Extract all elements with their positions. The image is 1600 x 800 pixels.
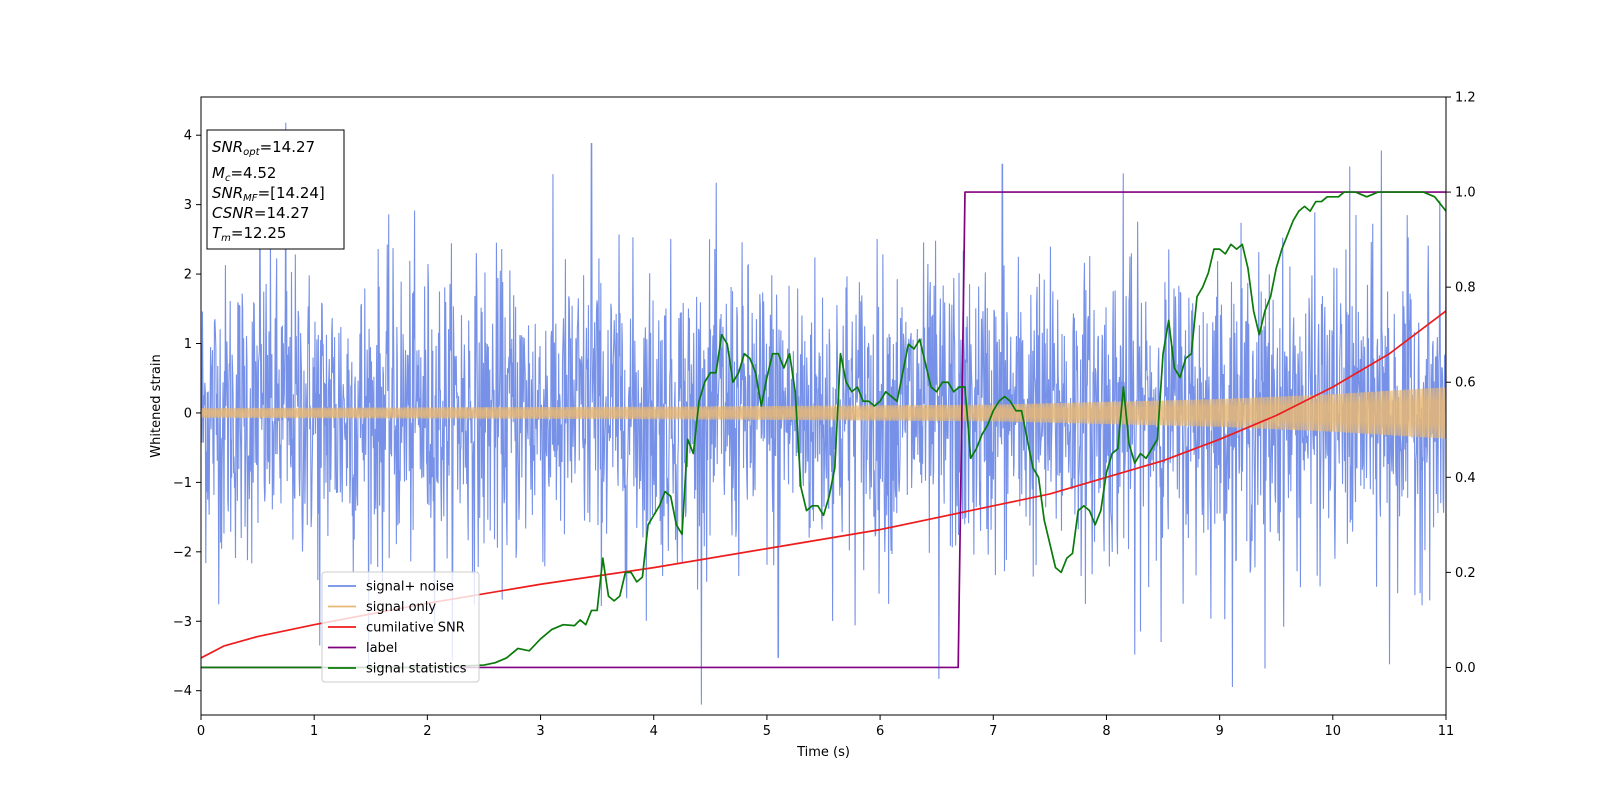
y-tick-label: 1 (184, 337, 192, 352)
x-tick-label: 5 (763, 724, 771, 739)
x-tick-label: 8 (1102, 724, 1110, 739)
series-layer (201, 122, 1446, 705)
info-csnr: CSNR=14.27 (212, 204, 309, 222)
legend: signal+ noise signal only cumilative SNR la… (321, 571, 480, 683)
y-tick-label: −4 (173, 684, 192, 699)
info-mc: Mc=4.52 (212, 164, 276, 184)
y-axis-label: Whitened strain (149, 354, 164, 457)
x-tick-label: 11 (1438, 724, 1455, 739)
y-axis-right: 1.2 1.0 0.8 0.6 0.4 0.2 0.0 (1446, 91, 1476, 676)
y2-tick-label: 0.0 (1455, 661, 1476, 676)
x-tick-label: 10 (1325, 724, 1342, 739)
legend-label: signal statistics (366, 662, 467, 677)
y2-tick-label: 0.4 (1455, 471, 1476, 486)
info-snr-opt-value: =14.27 (260, 138, 316, 156)
info-box: SNRopt=14.27 Mc=4.52 SNRMF=[14.24] CSNR=… (206, 129, 345, 250)
series-line-signal-only (201, 387, 1446, 439)
x-tick-label: 6 (876, 724, 884, 739)
info-mc-value: =4.52 (230, 164, 276, 182)
x-tick-label: 1 (310, 724, 318, 739)
info-snr-opt-name: SNR (212, 138, 243, 156)
y2-tick-label: 1.2 (1455, 91, 1476, 106)
info-tm: Tm=12.25 (212, 224, 286, 244)
series-line-signal-noise (201, 122, 1446, 705)
x-axis-label: Time (s) (796, 745, 850, 760)
y2-tick-label: 0.6 (1455, 376, 1476, 391)
y-axis-left: 4 3 2 1 0 −1 −2 −3 −4 (173, 129, 201, 699)
y-tick-label: −1 (173, 476, 192, 491)
y2-tick-label: 1.0 (1455, 186, 1476, 201)
x-tick-label: 2 (423, 724, 431, 739)
info-snr-opt: SNRopt=14.27 (212, 138, 315, 158)
info-mc-sub: c (225, 173, 231, 184)
x-tick-label: 7 (989, 724, 997, 739)
info-snr-mf-sub: MF (243, 193, 258, 204)
x-tick-label: 3 (536, 724, 544, 739)
info-csnr-name: CSNR (212, 204, 254, 222)
y-tick-label: 4 (184, 129, 192, 144)
info-snr-mf: SNRMF=[14.24] (212, 184, 325, 204)
y-tick-label: 3 (184, 198, 192, 213)
info-mc-name: M (212, 164, 225, 182)
y-tick-label: 2 (184, 268, 192, 283)
plot-frame (200, 96, 1447, 716)
info-snr-mf-value: =[14.24] (258, 184, 325, 202)
legend-label: signal only (366, 600, 436, 615)
series-line-cumilative-snr (201, 310, 1446, 659)
info-snr-mf-name: SNR (212, 184, 243, 202)
info-tm-sub: m (221, 233, 231, 244)
info-csnr-value: =14.27 (254, 204, 310, 222)
series-line-label (201, 191, 1446, 669)
x-tick-label: 9 (1215, 724, 1223, 739)
x-axis: 0 1 2 3 4 5 6 7 8 9 10 11 (197, 715, 1454, 739)
x-tick-label: 4 (650, 724, 658, 739)
legend-label: signal+ noise (366, 580, 454, 595)
y-tick-label: −3 (173, 615, 192, 630)
info-box-frame (206, 129, 345, 250)
legend-frame (321, 571, 480, 683)
x-tick-label: 0 (197, 724, 205, 739)
info-tm-name: T (212, 224, 223, 242)
series-line-signal-statistics (201, 191, 1446, 669)
y2-tick-label: 0.8 (1455, 281, 1476, 296)
legend-label: label (366, 641, 397, 656)
y-tick-label: −2 (173, 545, 192, 560)
info-tm-value: =12.25 (231, 224, 287, 242)
y-tick-label: 0 (184, 406, 192, 421)
legend-label: cumilative SNR (366, 621, 465, 636)
y2-tick-label: 0.2 (1455, 566, 1476, 581)
info-snr-opt-sub: opt (243, 147, 260, 158)
